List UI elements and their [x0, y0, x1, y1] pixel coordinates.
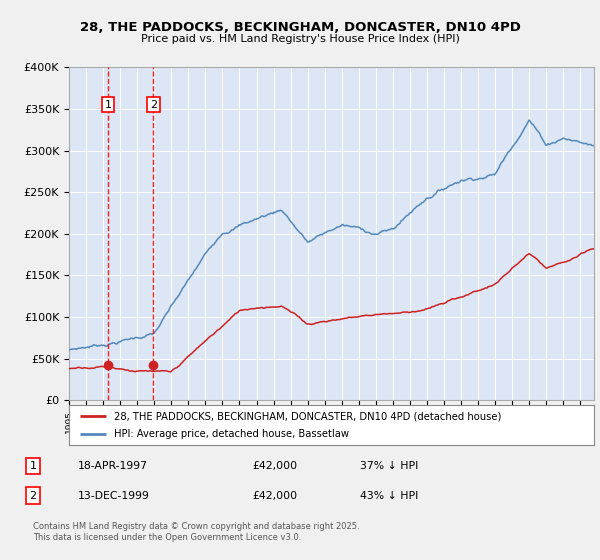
Text: HPI: Average price, detached house, Bassetlaw: HPI: Average price, detached house, Bass…: [113, 429, 349, 439]
Text: 2: 2: [150, 100, 157, 110]
Text: £42,000: £42,000: [252, 461, 297, 471]
Text: 43% ↓ HPI: 43% ↓ HPI: [360, 491, 418, 501]
Text: 28, THE PADDOCKS, BECKINGHAM, DONCASTER, DN10 4PD: 28, THE PADDOCKS, BECKINGHAM, DONCASTER,…: [80, 21, 520, 34]
Text: 18-APR-1997: 18-APR-1997: [78, 461, 148, 471]
Text: 1: 1: [29, 461, 37, 471]
Text: £42,000: £42,000: [252, 491, 297, 501]
Text: 37% ↓ HPI: 37% ↓ HPI: [360, 461, 418, 471]
Text: 1: 1: [104, 100, 112, 110]
Text: 13-DEC-1999: 13-DEC-1999: [78, 491, 150, 501]
Text: Contains HM Land Registry data © Crown copyright and database right 2025.: Contains HM Land Registry data © Crown c…: [33, 522, 359, 531]
Text: 28, THE PADDOCKS, BECKINGHAM, DONCASTER, DN10 4PD (detached house): 28, THE PADDOCKS, BECKINGHAM, DONCASTER,…: [113, 411, 501, 421]
Text: Price paid vs. HM Land Registry's House Price Index (HPI): Price paid vs. HM Land Registry's House …: [140, 34, 460, 44]
Text: 2: 2: [29, 491, 37, 501]
Text: This data is licensed under the Open Government Licence v3.0.: This data is licensed under the Open Gov…: [33, 533, 301, 542]
